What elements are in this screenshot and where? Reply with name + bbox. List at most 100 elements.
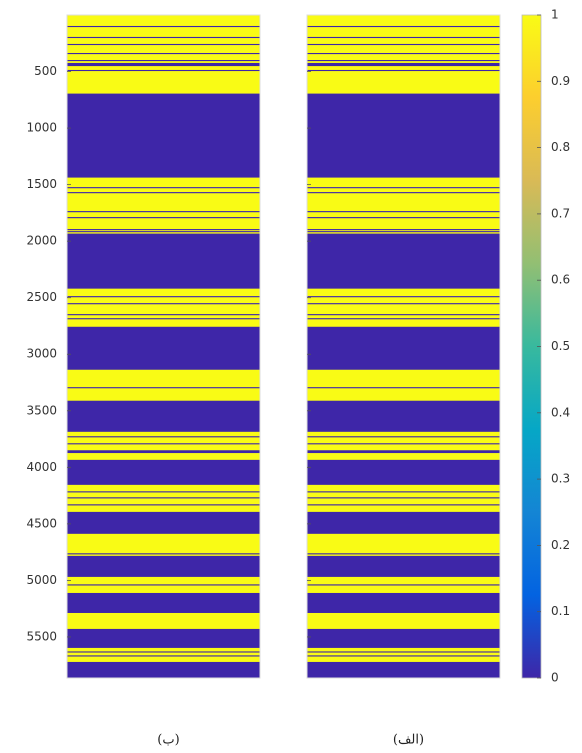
heatmap-cell: [67, 315, 260, 319]
heatmap-cell: [307, 444, 500, 451]
heatmap-cell: [307, 36, 500, 39]
heatmap-cell: [307, 177, 500, 188]
heatmap-cell: [67, 62, 260, 67]
heatmap-cell: [67, 459, 260, 486]
heatmap-cell: [67, 651, 260, 653]
heatmap-cell: [307, 52, 500, 55]
panel-frame: [306, 14, 501, 679]
heatmap-cell: [307, 27, 500, 38]
heatmap-cell: [307, 230, 500, 232]
heatmap-cell: [67, 655, 260, 657]
heatmap-cell: [307, 45, 500, 54]
heatmap-cell: [307, 38, 500, 45]
heatmap-cell: [307, 61, 500, 64]
colorbar-tick-label: 0: [551, 671, 559, 685]
heatmap-cell: [67, 576, 260, 585]
heatmap-cell: [307, 388, 500, 402]
heatmap-cell: [67, 188, 260, 193]
heatmap-cell: [307, 192, 500, 194]
heatmap-cell: [307, 303, 500, 305]
y-tick-label: 3000: [26, 347, 57, 361]
heatmap-panel: [67, 15, 260, 679]
heatmap-cell: [307, 15, 500, 27]
heatmap-cell: [307, 232, 500, 234]
heatmap-cell: [67, 218, 260, 230]
heatmap-cell: [307, 297, 500, 304]
colorbar-tick-label: 0.1: [551, 604, 570, 618]
heatmap-cell: [67, 217, 260, 219]
heatmap-cell: [67, 553, 260, 555]
heatmap-cell: [67, 297, 260, 304]
heatmap-cell: [67, 453, 260, 461]
heatmap-cell: [67, 444, 260, 451]
heatmap-cell: [307, 576, 500, 585]
heatmap-cell: [67, 554, 260, 557]
heatmap-cell: [307, 652, 500, 656]
heatmap-cell: [307, 533, 500, 554]
heatmap-cell: [67, 369, 260, 388]
heatmap-cell: [67, 555, 260, 578]
heatmap-cell: [307, 484, 500, 492]
heatmap-cell: [67, 71, 260, 94]
heatmap-cell: [307, 585, 500, 594]
colorbar-tick-label: 0.3: [551, 472, 570, 486]
heatmap-cell: [307, 218, 500, 230]
heatmap-cell: [67, 60, 260, 62]
heatmap-cell: [67, 592, 260, 614]
panel-caption: (ب): [157, 733, 179, 748]
y-tick-label: 500: [34, 64, 57, 78]
heatmap-cell: [307, 647, 500, 652]
heatmap-cell: [67, 504, 260, 506]
heatmap-cell: [67, 492, 260, 498]
heatmap-cell: [67, 612, 260, 630]
heatmap-cell: [307, 443, 500, 445]
y-tick-label: 5500: [26, 629, 57, 643]
heatmap-cell: [307, 655, 500, 657]
heatmap-cell: [67, 498, 260, 505]
heatmap-cell: [67, 450, 260, 454]
heatmap-cell: [307, 69, 500, 72]
heatmap-cell: [67, 505, 260, 513]
heatmap-cell: [307, 60, 500, 62]
heatmap-cell: [307, 62, 500, 67]
heatmap-cell: [67, 484, 260, 492]
heatmap-cell: [307, 387, 500, 389]
panel-frame: [66, 14, 261, 679]
heatmap-cell: [307, 505, 500, 513]
heatmap-cell: [307, 193, 500, 212]
heatmap-cell: [67, 533, 260, 554]
heatmap-cell: [67, 584, 260, 586]
heatmap-cell: [307, 400, 500, 433]
heatmap-cell: [67, 93, 260, 178]
heatmap-cell: [67, 233, 260, 289]
y-tick-label: 4000: [26, 460, 57, 474]
heatmap-cell: [67, 388, 260, 402]
heatmap-cell: [307, 93, 500, 178]
heatmap-cell: [67, 304, 260, 315]
heatmap-cell: [67, 628, 260, 649]
colorbar-tick-label: 0.7: [551, 206, 570, 220]
heatmap-cell: [307, 553, 500, 555]
heatmap-cell: [307, 217, 500, 219]
heatmap-cell: [307, 211, 500, 213]
heatmap-cell: [67, 436, 260, 438]
colorbar-tick-label: 0.4: [551, 405, 570, 419]
heatmap-cell: [307, 628, 500, 649]
heatmap-cell: [307, 504, 500, 506]
heatmap-cell: [67, 318, 260, 320]
heatmap-cell: [307, 555, 500, 578]
heatmap-cell: [307, 212, 500, 218]
heatmap-cell: [307, 304, 500, 315]
heatmap-cell: [307, 319, 500, 328]
heatmap-cell: [307, 498, 500, 505]
heatmap-cell: [67, 66, 260, 71]
heatmap-cell: [307, 54, 500, 61]
y-tick-label: 5000: [26, 573, 57, 587]
heatmap-cell: [67, 511, 260, 535]
heatmap-cell: [307, 71, 500, 94]
heatmap-cell: [307, 584, 500, 586]
heatmap-cell: [67, 27, 260, 38]
heatmap-cell: [67, 192, 260, 194]
heatmap-cell: [67, 652, 260, 656]
